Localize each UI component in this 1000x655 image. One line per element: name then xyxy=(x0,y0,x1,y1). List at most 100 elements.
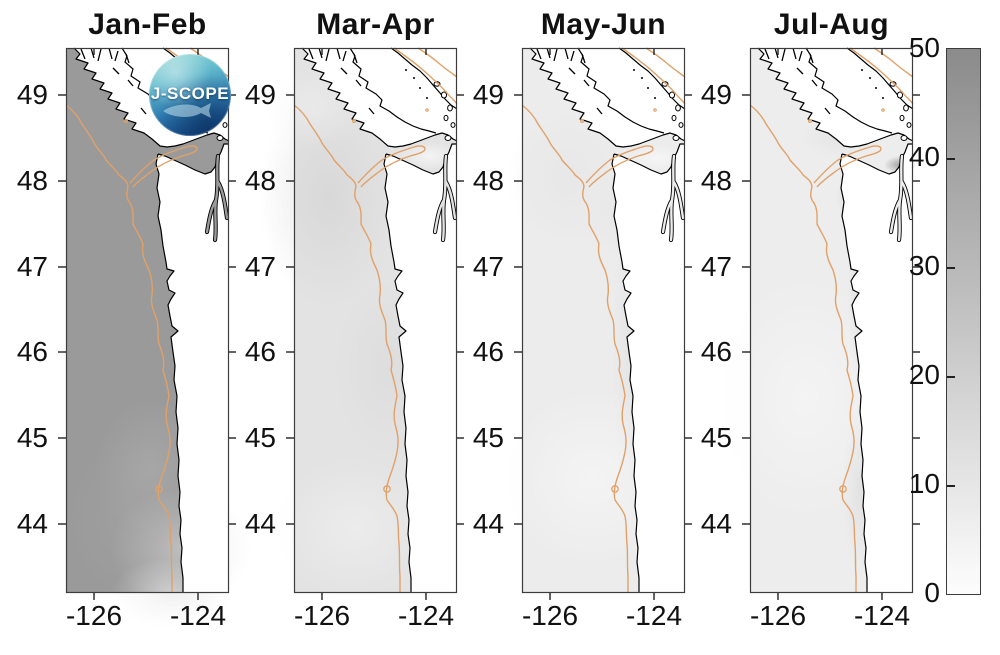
island xyxy=(444,135,452,141)
fish-silhouette-icon xyxy=(163,103,211,118)
puget-channel-water xyxy=(205,198,218,234)
map-panel-4 xyxy=(715,47,920,600)
shelf-contour xyxy=(749,104,857,593)
fjord-inlet xyxy=(536,48,542,60)
puget-channel-water xyxy=(216,180,229,220)
y-tick-label: 46 xyxy=(244,336,276,367)
x-tick-label: -126 xyxy=(293,600,351,631)
land-washington-oregon xyxy=(384,144,457,593)
georgia-strait-contour xyxy=(873,47,914,78)
coastline-mainland-bc xyxy=(618,47,686,110)
island xyxy=(443,114,449,122)
fjord-inlet xyxy=(97,48,102,62)
coastline-vi-east xyxy=(805,47,893,134)
y-tick-label: 46 xyxy=(472,336,504,367)
jscope-logo: J-SCOPE xyxy=(149,54,231,136)
contour-dot xyxy=(123,118,129,124)
ocean-shading-blob xyxy=(715,278,895,518)
fjord-inlet xyxy=(336,47,341,60)
panel-border xyxy=(749,47,914,594)
x-tick-label: -124 xyxy=(625,600,683,631)
coastline xyxy=(839,153,868,593)
colorbar-tick xyxy=(947,158,955,160)
map-svg-4 xyxy=(715,47,920,600)
island-speck xyxy=(861,69,863,71)
fjord-inlet xyxy=(811,79,818,87)
puget-channel-water xyxy=(444,180,457,220)
colorbar-tick-label: 30 xyxy=(908,250,940,281)
fjord-inlet xyxy=(80,48,86,60)
colorbar-tick-label: 40 xyxy=(908,141,940,172)
contour-dot xyxy=(881,108,885,112)
fjord-inlet xyxy=(564,47,569,60)
canyon-contour xyxy=(357,145,426,188)
ocean-shading-blob xyxy=(274,458,434,598)
map-panel-2 xyxy=(259,47,464,600)
island xyxy=(222,122,228,128)
y-tick-label: 47 xyxy=(472,251,504,282)
map-svg-1 xyxy=(58,47,251,628)
fjord-inlet xyxy=(125,53,130,64)
y-tick-label: 47 xyxy=(700,251,732,282)
island-speck xyxy=(875,87,877,89)
fjord-inlet xyxy=(342,50,347,62)
puget-channel-water xyxy=(661,198,674,234)
fjord-inlet xyxy=(796,67,804,75)
fjord-inlet xyxy=(781,48,786,62)
panel-title-4: Jul-Aug xyxy=(773,8,890,41)
land-washington-oregon xyxy=(840,144,913,593)
fjord-inlet xyxy=(318,47,323,59)
shelf-contour xyxy=(293,104,401,593)
y-tick-label: 44 xyxy=(472,508,504,539)
coastline xyxy=(611,153,640,593)
island xyxy=(900,135,908,141)
island xyxy=(447,104,453,112)
fjord-inlet xyxy=(553,48,558,62)
island xyxy=(896,91,904,99)
x-tick-label: -124 xyxy=(169,600,227,631)
island xyxy=(450,122,456,128)
puget-channel-water xyxy=(889,198,902,234)
panel-border xyxy=(293,47,458,594)
island-speck xyxy=(641,77,643,79)
contour-loop xyxy=(839,485,847,493)
canyon-contour xyxy=(129,145,198,188)
fjord-inlet xyxy=(355,79,362,87)
fjord-inlet xyxy=(112,67,120,75)
fjord-inlet xyxy=(774,47,779,59)
shelf-contour xyxy=(521,104,629,593)
island-speck xyxy=(647,87,649,89)
y-tick-label: 49 xyxy=(16,79,48,110)
y-tick-label: 45 xyxy=(244,422,276,453)
georgia-strait-contour xyxy=(621,47,686,105)
contour-dot xyxy=(807,118,813,124)
island xyxy=(668,91,676,99)
x-tick-label: -124 xyxy=(397,600,455,631)
island xyxy=(899,114,905,122)
contour-dot xyxy=(579,118,585,124)
island-speck xyxy=(869,77,871,79)
y-tick-label: 47 xyxy=(244,251,276,282)
ocean-shading-blob xyxy=(66,438,186,598)
y-tick-label: 45 xyxy=(472,422,504,453)
coastline-vi-east xyxy=(349,47,437,134)
contour-loop xyxy=(611,485,619,493)
georgia-strait-contour xyxy=(417,47,458,78)
x-tick-label: -126 xyxy=(65,600,123,631)
y-tick-label: 48 xyxy=(244,165,276,196)
georgia-strait-contour xyxy=(393,47,458,105)
y-tick-label: 46 xyxy=(700,336,732,367)
island xyxy=(216,135,224,141)
fjord-inlet xyxy=(353,53,358,64)
coastline-mainland-bc xyxy=(390,47,458,110)
x-tick-label: -126 xyxy=(749,600,807,631)
y-tick-label: 44 xyxy=(700,508,732,539)
island-speck xyxy=(419,87,421,89)
georgia-strait-contour xyxy=(645,47,686,78)
y-tick-label: 47 xyxy=(16,251,48,282)
island xyxy=(440,91,448,99)
fjord-inlet xyxy=(809,53,814,64)
contour-loop xyxy=(383,485,391,493)
map-panel-3 xyxy=(502,47,692,600)
